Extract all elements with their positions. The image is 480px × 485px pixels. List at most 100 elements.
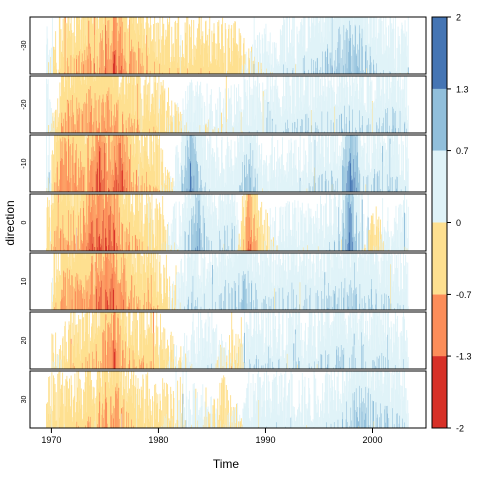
horizon-bar [202,96,203,133]
horizon-bar [65,321,66,369]
horizon-bar [224,117,225,133]
horizon-bar [267,166,268,192]
horizon-bar [51,48,52,74]
horizon-bar [176,202,177,251]
panel-2: -10 [21,135,426,192]
horizon-bar [407,263,408,310]
horizon-bar [399,205,400,251]
horizon-bar [378,217,379,251]
horizon-bar [246,70,247,74]
horizon-bar [389,237,390,251]
horizon-bar [241,109,242,133]
horizon-bar [408,207,409,251]
horizon-bar [363,214,364,251]
horizon-bar [59,17,60,74]
horizon-bar [176,104,177,133]
horizon-bar [153,234,154,251]
horizon-bar [396,206,397,251]
horizon-bar [177,272,178,310]
horizon-bar [56,70,57,74]
horizon-bar [270,33,271,74]
horizon-bar [224,53,225,74]
panel-label: -10 [21,158,28,168]
horizon-bar [276,162,277,192]
horizon-bar [211,89,212,133]
horizon-bar [406,274,407,310]
horizon-bar [186,17,187,74]
horizon-bar [156,199,157,251]
horizon-bar [63,336,64,369]
horizon-bar [250,51,251,74]
horizon-bar [175,21,176,74]
horizon-bar [164,88,165,133]
horizon-bar [404,213,405,251]
horizon-bar [406,200,407,251]
horizon-bar [265,210,266,251]
horizon-bar [157,209,158,251]
horizon-bar [201,108,202,133]
horizon-bar [374,224,375,251]
horizon-bar [169,178,170,192]
horizon-bar [271,54,272,74]
horizon-bar [46,136,47,192]
horizon-bar [220,49,221,74]
horizon-bar [167,279,168,310]
horizon-bar [362,200,363,252]
horizon-bar [159,135,160,192]
horizon-bar [50,102,51,133]
horizon-bar [296,231,297,251]
horizon-bar [49,50,50,74]
horizon-bar [207,84,208,133]
horizon-bar [216,110,217,133]
panel-bars [46,135,409,192]
horizon-bar [157,83,158,133]
horizon-bar [408,106,409,133]
horizon-bar [183,98,184,133]
horizon-bar [185,255,186,310]
panel-label: 10 [21,278,28,286]
horizon-bar [225,29,226,74]
horizon-bar [272,42,273,74]
horizon-bar [196,92,197,133]
horizon-bar [263,53,264,74]
horizon-bar [176,147,177,192]
horizon-bar [256,87,257,133]
horizon-bar [237,45,238,74]
panel-label: -20 [21,99,28,109]
panel-5: 20 [21,312,426,369]
horizon-bar [405,214,406,251]
horizon-bar [173,115,174,133]
horizon-bar [388,231,389,251]
horizon-bar [215,162,216,192]
horizon-bar [249,87,250,133]
panel-label: -30 [21,40,28,50]
horizon-bar [265,24,266,74]
horizon-bar [141,99,142,133]
horizon-bar [298,222,299,251]
panel-label: 0 [21,220,28,224]
horizon-bar [393,29,394,74]
horizon-bar [261,202,262,251]
horizon-bar [169,17,170,74]
panel-3: 0 [21,194,426,251]
horizon-bar [407,46,408,74]
horizon-bar [399,44,400,74]
horizon-bar [408,17,409,74]
horizon-bar [192,82,193,133]
horizon-bar [303,138,304,192]
horizon-bar [173,291,174,310]
horizon-bar [48,79,49,133]
horizon-bar [408,306,409,310]
horizon-bar [48,125,49,133]
horizon-bar [372,213,373,251]
horizon-bar [269,163,270,192]
horizon-bar [157,253,158,310]
horizon-bar [408,67,409,74]
horizon-bar [268,226,269,251]
horizon-bar [368,230,369,251]
horizon-bar [48,62,49,74]
horizon-bar [289,153,290,192]
horizon-bar [260,207,261,251]
